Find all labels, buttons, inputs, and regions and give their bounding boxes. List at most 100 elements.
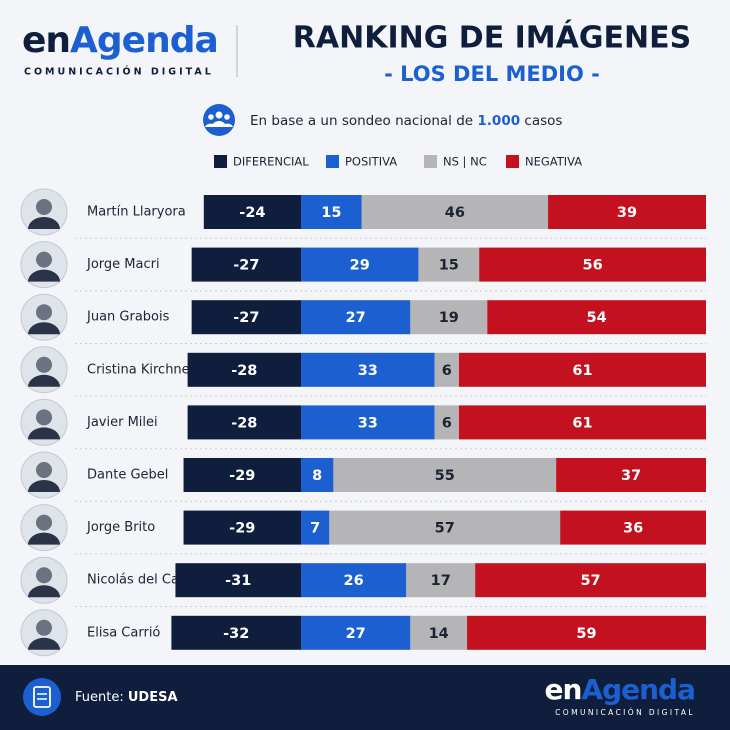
bar-segment [361, 195, 549, 229]
bar-segment [183, 458, 301, 492]
value-label: 37 [621, 468, 641, 484]
value-label: 56 [583, 258, 603, 274]
bar-segment [301, 458, 334, 492]
value-label: 61 [572, 415, 592, 431]
bar-segment [406, 563, 476, 598]
value-label: -32 [223, 626, 249, 642]
value-label: -24 [239, 205, 265, 221]
bar-segment [556, 458, 706, 492]
brand-tagline: COMUNICACIÓN DIGITAL [24, 66, 214, 78]
value-label: 39 [617, 205, 637, 221]
value-label: -27 [233, 258, 259, 274]
value-label: -28 [231, 363, 257, 379]
bar-segment [434, 352, 459, 387]
bar-segment [301, 247, 419, 282]
legend-label: DIFERENCIAL [233, 155, 309, 169]
avatar-head [36, 409, 52, 426]
bar-segment [191, 300, 301, 335]
category-label: Nicolás del Caño [87, 573, 195, 588]
footer-logo: enAgenda [544, 673, 695, 706]
category-label: Elisa Carrió [87, 625, 160, 640]
category-label: Jorge Brito [86, 520, 155, 535]
bar-segment [458, 352, 706, 387]
legend-swatch [506, 155, 519, 168]
value-label: 7 [310, 521, 320, 537]
bar-segment [479, 247, 706, 282]
category-label: Javier Milei [86, 415, 158, 430]
value-label: 6 [442, 415, 452, 431]
avatar-head [36, 356, 52, 373]
value-label: 27 [346, 310, 366, 326]
value-label: -31 [225, 573, 251, 589]
legend-label: NEGATIVA [525, 155, 582, 169]
people-icon [203, 104, 235, 136]
value-label: 15 [321, 205, 341, 221]
avatar-body [28, 637, 60, 650]
avatar [20, 188, 68, 236]
value-label: 8 [312, 468, 322, 484]
value-label: 46 [445, 205, 465, 221]
bar-segment [458, 405, 706, 440]
bar-segment [175, 563, 301, 598]
value-label: 6 [442, 363, 452, 379]
footer-brand-suffix: Agenda [581, 673, 695, 706]
bar-segment [333, 458, 557, 492]
avatar-body [28, 585, 60, 598]
avatar-head [36, 567, 52, 584]
category-label: Jorge Macri [86, 257, 160, 272]
avatar-body [28, 217, 60, 229]
bar-segment [301, 195, 362, 229]
avatar-body [28, 427, 60, 440]
legend-label: POSITIVA [345, 155, 397, 169]
source-label: Fuente: [75, 690, 124, 705]
bar-segment [560, 510, 706, 545]
bar-segment [467, 615, 706, 650]
source-icon [23, 678, 61, 716]
bar-segment [418, 247, 480, 282]
bar-segment [475, 563, 706, 598]
value-label: -27 [233, 310, 259, 326]
avatar [20, 241, 68, 289]
avatar [20, 293, 68, 341]
category-label: Dante Gebel [87, 468, 168, 483]
category-label: Martín Llaryora [87, 205, 186, 220]
footer-brand-tagline: COMUNICACIÓN DIGITAL [555, 708, 695, 717]
avatar-head [36, 462, 52, 478]
value-label: 14 [429, 626, 449, 642]
note-before: En base a un sondeo nacional de [250, 113, 473, 129]
bar-segment [329, 510, 561, 545]
value-label: 59 [576, 626, 596, 642]
note: En base a un sondeo nacional de 1.000 ca… [250, 113, 562, 129]
footer-brand-prefix: en [544, 673, 581, 706]
brand-prefix: en [22, 20, 70, 61]
footer [0, 665, 730, 730]
value-label: 19 [439, 310, 459, 326]
value-label: -29 [229, 521, 255, 537]
bar-segment [187, 352, 301, 387]
value-label: 17 [431, 573, 451, 589]
plot: Martín Llaryora -24 15 46 39 Jorge Macri -27 29… [20, 188, 706, 657]
avatar [20, 556, 68, 604]
value-label: -28 [231, 415, 257, 431]
avatar [20, 346, 68, 394]
value-label: 36 [623, 521, 643, 537]
avatar [20, 398, 68, 446]
brand-suffix: Agenda [70, 20, 218, 61]
value-label: 33 [358, 363, 378, 379]
bar-segment [203, 195, 301, 229]
source-name: UDESA [128, 690, 178, 705]
value-label: 61 [572, 363, 592, 379]
legend-swatch [326, 155, 339, 168]
value-label: 15 [439, 258, 459, 274]
legend-swatch [214, 155, 227, 168]
value-label: 57 [580, 573, 600, 589]
value-label: 33 [358, 415, 378, 431]
source-glyph [33, 686, 51, 708]
bar-segment [434, 405, 459, 440]
avatar-head [36, 199, 52, 215]
bar-segment [410, 300, 488, 335]
legend-label: NS | NC [443, 155, 487, 169]
chart-subtitle: - LOS DEL MEDIO - [384, 62, 600, 86]
value-label: 26 [344, 573, 364, 589]
